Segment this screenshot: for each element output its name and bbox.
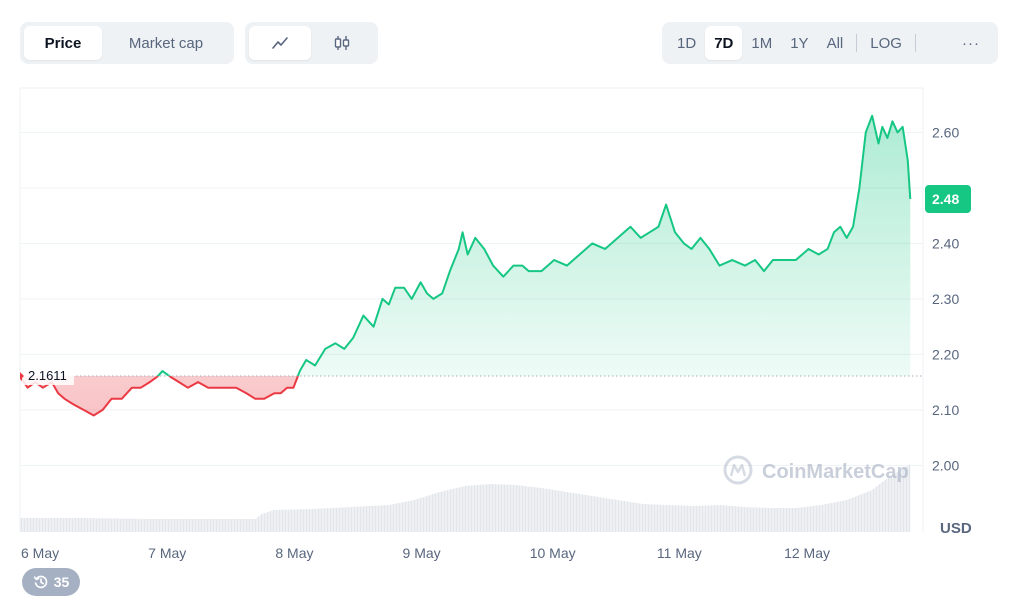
volume-area <box>20 464 911 532</box>
price-area-down <box>20 375 911 416</box>
y-tick-label: 2.30 <box>932 291 959 307</box>
axes: 2.00 2.10 2.20 2.30 2.40 2.60 USD 6 May 7 May 8 M… <box>21 124 972 561</box>
logo-ring <box>723 455 753 485</box>
current-price-label: 2.48 <box>932 191 959 207</box>
x-tick-label: 12 May <box>784 545 830 561</box>
range-1m-button[interactable]: 1M <box>751 34 773 52</box>
currency-label: USD <box>940 520 972 537</box>
price-line-up <box>156 114 912 376</box>
current-price-tag <box>925 185 971 213</box>
range-all-button[interactable]: All <box>826 34 844 52</box>
history-count: 35 <box>53 574 70 590</box>
x-tick-label: 11 May <box>657 545 702 561</box>
line-chart-icon <box>272 37 288 49</box>
baseline: 2.1611 <box>20 364 923 385</box>
coinmarketcap-logo-icon <box>723 455 753 485</box>
range-divider <box>856 34 858 52</box>
range-1d-button[interactable]: 1D <box>677 34 697 52</box>
price-area-up <box>157 115 911 376</box>
baseline-label: 2.1611 <box>28 368 67 383</box>
chart-type-toggle: Price Market cap <box>20 22 234 64</box>
x-tick-label: 6 May <box>21 545 59 561</box>
line-chart-button[interactable] <box>249 26 311 60</box>
tab-market-cap[interactable]: Market cap <box>128 34 204 52</box>
more-divider <box>914 34 916 52</box>
y-tick-label: 2.20 <box>932 346 959 362</box>
chart-style-toggle <box>245 22 378 64</box>
candlestick-button[interactable] <box>311 26 373 60</box>
y-tick-label: 2.40 <box>932 235 959 251</box>
tab-price[interactable]: Price <box>24 26 102 60</box>
candlestick-icon <box>334 36 350 50</box>
x-tick-label: 7 May <box>148 545 186 561</box>
time-range-selector: 1D 7D 1M 1Y All LOG ··· <box>662 22 998 64</box>
volume-bars <box>20 464 911 532</box>
x-tick-label: 10 May <box>530 545 576 561</box>
x-tick-label: 8 May <box>275 545 313 561</box>
x-tick-label: 9 May <box>403 545 441 561</box>
baseline-label-bg <box>22 364 74 385</box>
y-tick-label: 2.10 <box>932 402 959 418</box>
price-area <box>20 114 912 417</box>
watermark-text: CoinMarketCap <box>762 461 909 483</box>
range-1y-button[interactable]: 1Y <box>790 34 809 52</box>
history-icon <box>33 575 47 589</box>
more-options-button[interactable]: ··· <box>962 34 980 52</box>
y-tick-label: 2.00 <box>932 457 959 473</box>
logo-mark <box>729 463 747 477</box>
history-badge[interactable]: 35 <box>22 568 80 596</box>
log-scale-button[interactable]: LOG <box>870 34 902 52</box>
range-7d-button[interactable]: 7D <box>705 26 743 60</box>
baseline-marker <box>20 371 24 380</box>
watermark: CoinMarketCap <box>723 455 909 485</box>
y-tick-label: 2.60 <box>932 124 959 140</box>
